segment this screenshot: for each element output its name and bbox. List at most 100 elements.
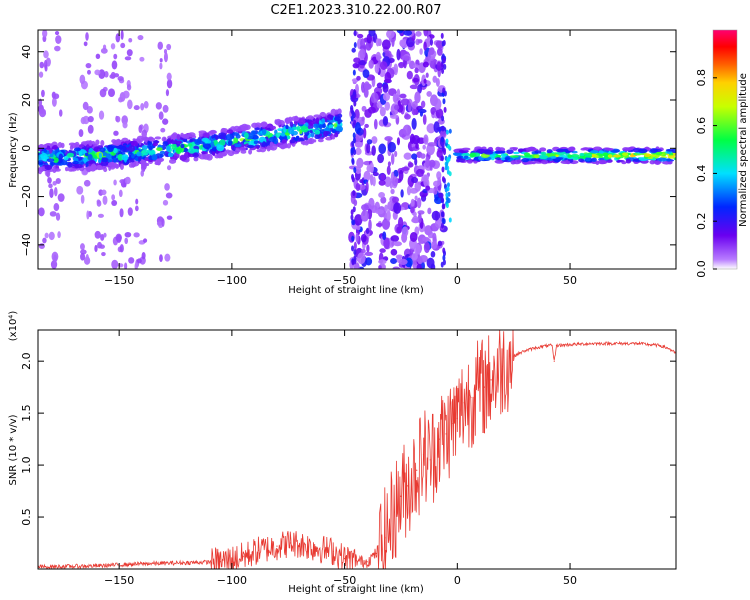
- spectrogram-cell: [119, 244, 124, 253]
- spectrogram-cell: [384, 71, 392, 84]
- spectrogram-cell: [113, 53, 118, 60]
- colorbar: 0.0 0.2 0.4 0.6 0.8 Normalized spectral ampl…: [695, 29, 749, 278]
- spectrogram-cell: [42, 237, 47, 244]
- spectrogram-cell: [168, 158, 177, 164]
- spectrogram-cell: [94, 69, 101, 76]
- spectrogram-cell: [131, 161, 135, 168]
- spectrogram-cell: [410, 206, 415, 214]
- spectrogram-cell: [63, 156, 69, 161]
- spectrogram-cell: [441, 68, 445, 75]
- spectrogram-cell: [351, 47, 356, 53]
- y-tick-label: −40: [20, 233, 33, 256]
- snr-point: [220, 561, 222, 563]
- spectrogram-cell: [387, 161, 391, 167]
- spectrogram-cell: [356, 225, 361, 231]
- colorbar-frame: [712, 29, 738, 270]
- spectrogram-cell: [111, 139, 117, 144]
- snr-point: [637, 342, 639, 345]
- spectrogram-cell: [55, 35, 62, 44]
- spectrogram-cell: [419, 48, 423, 55]
- spectrogram-cell: [98, 152, 103, 159]
- spectrogram-cell: [49, 211, 57, 217]
- spectrogram-cell: [361, 105, 367, 112]
- spectrogram-cell: [97, 166, 105, 170]
- spectrogram-cell: [384, 176, 392, 188]
- snr-plot-area: [38, 330, 676, 569]
- spectrogram-cell: [111, 194, 116, 201]
- snr-point: [258, 549, 260, 551]
- spectrogram-cell: [159, 58, 163, 63]
- spectrogram-cell: [359, 45, 366, 51]
- snr-y-multiplier: (x10⁴): [8, 311, 19, 342]
- spectrogram-cell: [162, 118, 169, 125]
- spectrogram-marks: [38, 30, 676, 269]
- spectrogram-cell: [369, 162, 374, 174]
- spectrogram-cell: [382, 92, 391, 101]
- spectrogram-cell: [423, 41, 427, 51]
- spectrogram-cell: [578, 158, 585, 163]
- spectrogram-cell: [612, 154, 621, 158]
- spectrogram-cell: [217, 152, 223, 159]
- spectrogram-cell: [504, 157, 511, 161]
- spectrogram-cell: [266, 123, 272, 129]
- spectrogram-cell: [427, 231, 434, 239]
- spectrogram-cell: [351, 159, 355, 166]
- spectrogram-cell: [58, 109, 63, 117]
- spectrogram-cell: [350, 209, 354, 216]
- spectrogram-cell: [602, 152, 610, 156]
- spectrogram-cell: [426, 90, 432, 97]
- spectrogram-cell: [357, 252, 366, 265]
- y-tick-label: 0: [20, 145, 33, 152]
- spectrogram-cell: [350, 214, 354, 221]
- snr-point: [384, 537, 386, 539]
- spectrogram-cell: [375, 222, 383, 227]
- spectrogram-cell: [554, 157, 564, 160]
- spectrogram-cell: [103, 232, 107, 238]
- spectrogram-cell: [622, 152, 629, 156]
- spectrogram-cell: [416, 263, 422, 269]
- spectrogram-cell: [379, 248, 386, 253]
- spectrogram-cell: [134, 262, 138, 269]
- spectrogram-cell: [416, 197, 422, 209]
- spectrogram-cell: [107, 159, 113, 163]
- spectrogram-cell: [80, 116, 86, 125]
- spectrogram-cell: [414, 181, 422, 192]
- spectrogram-cell: [235, 134, 241, 139]
- spectrogram-y-label: Frequency (Hz): [8, 112, 19, 188]
- spectrogram-cell: [437, 177, 442, 186]
- snr-point: [551, 344, 553, 347]
- spectrogram-cell: [140, 159, 147, 165]
- spectrogram-cell: [80, 252, 86, 261]
- spectrogram-cell: [524, 154, 532, 158]
- spectrogram-cell: [80, 243, 85, 251]
- spectrogram-cell: [83, 179, 91, 187]
- spectrogram-cell: [156, 221, 162, 226]
- spectrogram-cell: [432, 75, 438, 83]
- spectrogram-cell: [270, 125, 277, 130]
- spectrogram-cell: [654, 160, 661, 165]
- spectrogram-cell: [128, 145, 136, 152]
- spectrogram-cell: [567, 146, 576, 152]
- spectrogram-cell: [43, 50, 49, 59]
- spectrogram-cell: [227, 140, 233, 146]
- spectrogram-cell: [362, 69, 370, 79]
- spectrogram-cell: [94, 230, 101, 239]
- colorbar-tick-label: 0.2: [695, 212, 708, 230]
- spectrogram-cell: [386, 210, 391, 222]
- spectrogram-cell: [621, 161, 627, 165]
- spectrogram-cell: [352, 190, 356, 197]
- spectrogram-cell: [390, 153, 395, 165]
- spectrogram-cell: [353, 57, 361, 64]
- spectrogram-cell: [390, 188, 395, 195]
- spectrogram-cell: [135, 198, 139, 205]
- spectrogram-cell: [360, 210, 369, 222]
- spectrogram-cell: [138, 125, 143, 134]
- spectrogram-cell: [371, 145, 376, 156]
- snr-point: [344, 558, 346, 560]
- spectrogram-cell: [113, 147, 118, 154]
- snr-panel: −150 −100 −50 0 50 0.5 1.0 1.5 2.0 Height of st…: [8, 311, 677, 595]
- spectrogram-cell: [372, 176, 376, 187]
- spectrogram-cell: [314, 129, 321, 135]
- spectrogram-cell: [409, 231, 418, 242]
- spectrogram-cell: [179, 154, 188, 161]
